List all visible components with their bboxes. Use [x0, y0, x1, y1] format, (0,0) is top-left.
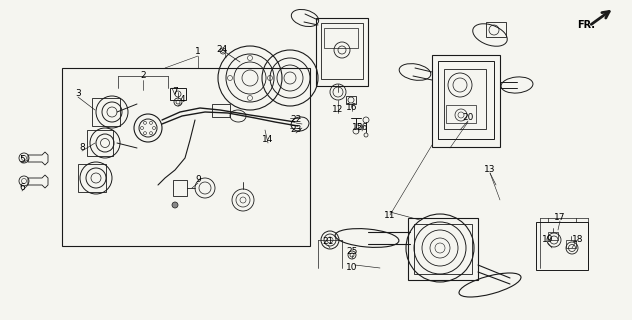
Text: 14: 14	[262, 135, 274, 145]
Text: 3: 3	[75, 89, 81, 98]
Text: 1: 1	[195, 47, 201, 57]
Bar	[346, 96, 356, 104]
Bar	[173, 180, 187, 196]
Text: 4: 4	[179, 95, 185, 105]
Text: 5: 5	[19, 156, 25, 164]
Bar	[446, 105, 476, 123]
Text: 17: 17	[554, 213, 566, 222]
Text: 16: 16	[346, 103, 358, 113]
Text: 7: 7	[172, 87, 178, 97]
Bar	[321, 23, 363, 79]
Bar	[566, 240, 576, 248]
Text: 2: 2	[140, 71, 146, 81]
Text: 22: 22	[290, 116, 301, 124]
Text: 13: 13	[484, 165, 495, 174]
Text: 15: 15	[352, 124, 364, 132]
Bar	[414, 224, 472, 274]
Text: 25: 25	[346, 247, 358, 257]
Bar	[170, 88, 186, 100]
Text: 24: 24	[216, 45, 228, 54]
Bar	[536, 222, 588, 270]
Bar	[62, 68, 310, 246]
Bar	[432, 55, 500, 147]
Text: 6: 6	[19, 183, 25, 193]
Bar	[324, 28, 358, 48]
Text: 19: 19	[542, 236, 554, 244]
Text: 9: 9	[195, 175, 201, 185]
Bar	[444, 69, 486, 129]
Bar	[408, 218, 478, 280]
Text: 8: 8	[79, 143, 85, 153]
Bar	[438, 61, 494, 139]
Text: FR.: FR.	[577, 20, 595, 30]
Text: 20: 20	[463, 114, 474, 123]
Text: 11: 11	[384, 211, 396, 220]
Text: 18: 18	[572, 236, 584, 244]
Bar	[486, 22, 506, 37]
Bar	[548, 232, 558, 240]
Text: 23: 23	[290, 125, 301, 134]
Text: 26: 26	[356, 124, 368, 132]
Text: 21: 21	[322, 237, 334, 246]
Text: 10: 10	[346, 263, 358, 273]
Circle shape	[172, 202, 178, 208]
Text: 12: 12	[332, 106, 344, 115]
Bar	[212, 104, 230, 117]
Bar	[316, 18, 368, 86]
